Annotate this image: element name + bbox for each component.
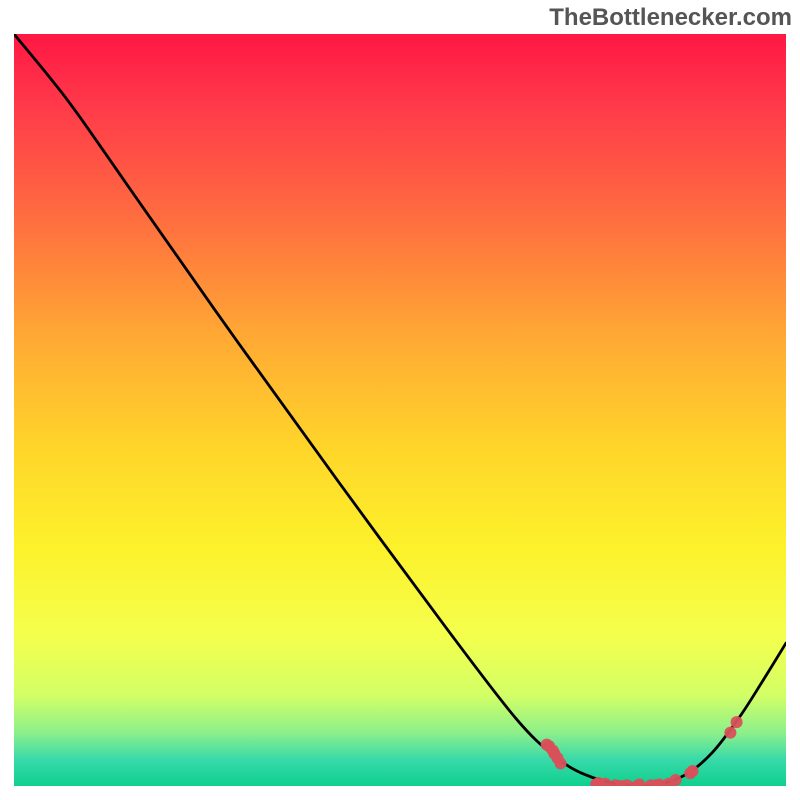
watermark-text: TheBottlenecker.com bbox=[549, 4, 792, 32]
gradient-background bbox=[14, 34, 786, 786]
chart-container: TheBottlenecker.com bbox=[0, 0, 800, 800]
